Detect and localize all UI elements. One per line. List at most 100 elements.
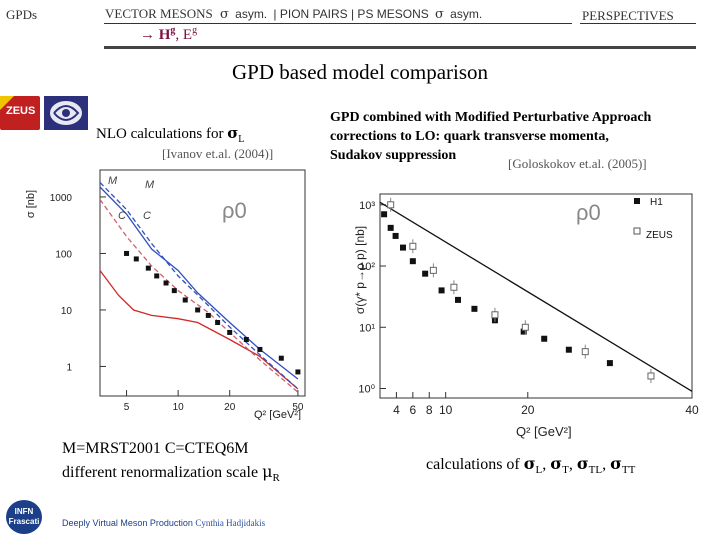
left-data-point [171,288,177,294]
left-data-point [227,329,233,335]
zeus-point [450,283,458,291]
left-heading-sub: L [238,134,245,145]
rx-tick-label-2: 8 [426,403,433,417]
left-chart-frame [99,169,306,397]
curve-label-m1: M [108,175,118,187]
left-chart-points [124,250,301,375]
rx-tick-label-1: 6 [409,403,416,417]
right-caption-prefix: calculations of [426,456,524,473]
header-divider [104,46,696,49]
sub-h-sup: g [170,25,176,36]
right-heading-line1: GPD combined with Modified Perturbative … [330,110,652,125]
h1-point [541,335,548,342]
ry-tick-label-2: 10² [359,261,375,273]
x-tick-label-2: 20 [224,402,236,413]
right-caption: calculations of σL, σT, σTL, σTT [426,454,635,476]
right-chart-title: ρ0 [576,200,601,225]
nav-asym-1[interactable]: asym. [235,7,268,21]
nav-pion-ps[interactable]: | PION PAIRS | PS MESONS [273,7,429,21]
right-chart-axes-box [379,193,693,399]
left-caption-line1: M=MRST2001 C=CTEQ6M [62,440,249,457]
left-caption-mu: μ [262,462,273,481]
left-chart-xlabel: Q² [GeV²] [254,409,301,420]
left-data-point [124,250,130,256]
right-heading-line3: Sudakov suppression [330,148,457,163]
h1-point [565,346,572,353]
caption-sigma-2: σ [576,454,589,473]
curve-label-c2: C [143,210,151,222]
left-data-point [163,280,169,286]
right-chart-frame [379,193,693,399]
nav-asym-2[interactable]: asym. [450,7,483,21]
legend-h1-marker [634,198,640,204]
left-data-point [295,369,301,375]
h1-point [438,287,445,294]
caption-sep-0: , [542,456,551,473]
h1-point [399,244,406,251]
h1-point [409,258,416,265]
curve-label-m2: M [145,179,155,191]
y-tick-label-2: 100 [55,249,72,260]
infn-logo: INFN Frascati [6,500,42,534]
left-series-0 [99,186,299,380]
legend-h1-label: H1 [650,197,663,208]
caption-sep-1: , [568,456,577,473]
rx-tick-label-3: 10 [439,403,453,417]
left-caption-sub: R [272,472,280,485]
left-chart-title: ρ0 [222,198,247,223]
right-chart-series [379,201,693,392]
y-tick-label-1: 10 [61,306,73,317]
caption-sep-2: , [602,456,611,473]
nav-vector-mesons[interactable]: VECTOR MESONS [105,6,213,21]
right-chart-points [381,197,655,384]
left-data-point [278,355,284,361]
infn-logo-line2: Frascati [8,517,40,526]
zeus-point [409,242,417,250]
header-nav: VECTOR MESONS σ asym. | PION PAIRS | PS … [105,6,482,22]
rx-tick-label-0: 4 [393,403,400,417]
slide-title: GPD based model comparison [231,60,489,84]
right-chart-ticks: 4 6 8 10 20 40 10⁰ 10¹ 10² 10³ [358,200,699,417]
nav-sigma-1: σ [220,7,229,22]
x-tick-label-3: 50 [292,402,304,413]
h1-point [387,224,394,231]
h1-point [520,328,527,335]
left-data-point [257,346,263,352]
ry-tick-label-1: 10¹ [359,322,375,334]
caption-sub-1: T [562,464,569,477]
left-chart-ylabel: σ [nb] [25,190,37,218]
right-chart-legend: H1 ZEUS [633,197,673,241]
section-label-gpds[interactable]: GPDs [6,7,38,22]
nav-perspectives[interactable]: PERSPECTIVES [582,8,674,23]
zeus-point [521,323,529,331]
nav-underline [104,23,572,24]
right-caption-terms: σL, σT, σTL, σTT [523,454,636,477]
left-data-point [182,297,188,303]
sub-e-sup: g [192,25,198,36]
zeus-point [387,201,395,209]
y-tick-label-0: 1 [66,362,72,373]
x-tick-label-1: 10 [173,402,185,413]
collaboration-logo-icon [50,101,82,125]
footer-author: Cynthia Hadjidakis [195,518,266,528]
left-heading-text: NLO calculations for [96,126,228,142]
legend-zeus-label: ZEUS [646,230,673,241]
sub-e: , E [175,27,193,43]
h1-point [392,232,399,239]
right-heading: GPD combined with Modified Perturbative … [330,108,651,165]
caption-sub-2: TL [588,464,603,477]
ry-tick-label-0: 10⁰ [358,384,375,396]
h1-point [381,211,388,218]
footer-text: Deeply Virtual Meson Production [62,518,196,528]
h1-point [606,360,613,367]
zeus-point [429,266,437,274]
zeus-logo-text: ZEUS [6,105,36,117]
caption-sub-3: TT [621,464,636,477]
caption-sigma-3: σ [610,454,622,473]
caption-sigma-0: σ [523,454,536,473]
nav-underline-right [580,23,696,24]
sub-h: H [158,27,171,43]
left-data-point [133,256,139,262]
right-chart-ylabel: σ(γ* p→ρ p) [nb] [353,226,367,314]
nav-sigma-2: σ [435,7,444,22]
